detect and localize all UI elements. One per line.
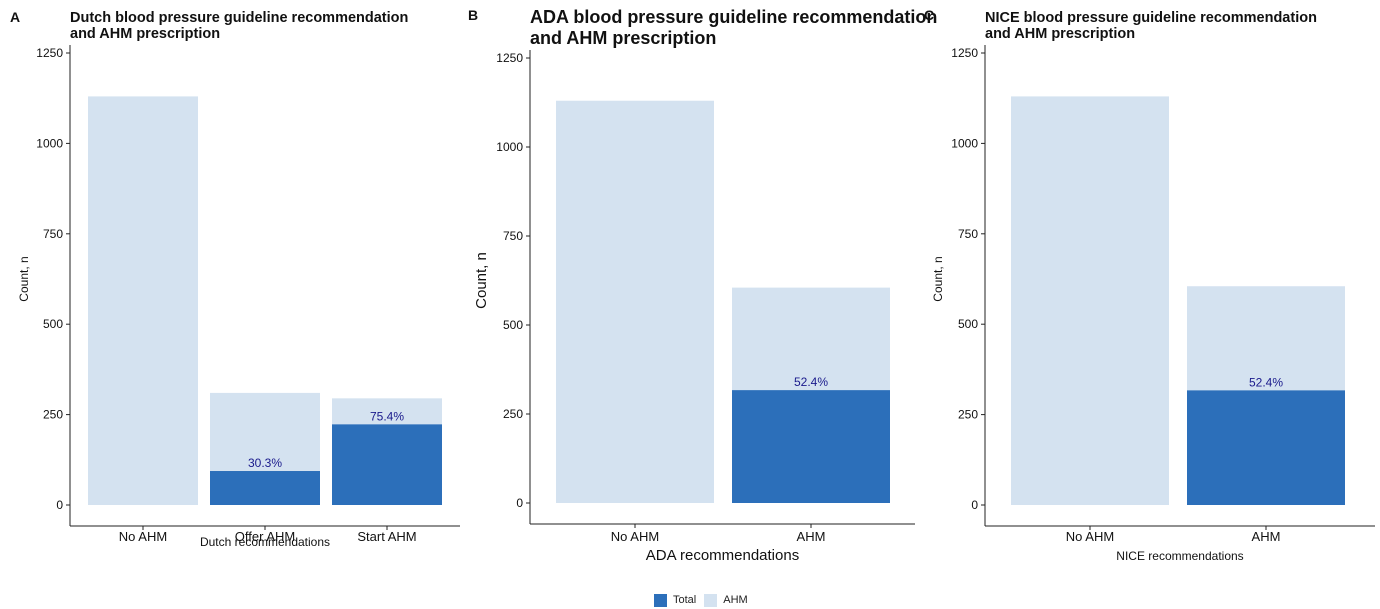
- legend: Total AHM: [654, 592, 756, 608]
- legend-swatch-ahm: [704, 593, 718, 607]
- x-tick-label: Start AHM: [357, 529, 416, 544]
- y-tick-label: 1250: [496, 51, 523, 65]
- y-axis-title: Count, n: [17, 256, 31, 301]
- legend-swatch-total: [654, 593, 667, 607]
- y-tick-label: 1250: [951, 46, 978, 60]
- chart-title-line: Dutch blood pressure guideline recommend…: [70, 10, 408, 26]
- y-tick-label: 500: [43, 317, 63, 331]
- chart-title-line: and AHM prescription: [985, 26, 1135, 42]
- y-tick-label: 750: [43, 227, 63, 241]
- chart-title: NICE blood pressure guideline recommenda…: [985, 10, 1317, 42]
- chart-title: Dutch blood pressure guideline recommend…: [70, 10, 408, 42]
- chart-title-line: ADA blood pressure guideline recommendat…: [530, 7, 937, 27]
- chart-title-line: and AHM prescription: [70, 26, 220, 42]
- x-tick-label: AHM: [797, 529, 826, 544]
- bar-data-label: 52.4%: [1249, 375, 1283, 389]
- bar-ahm: [1011, 96, 1169, 505]
- y-axis-title: Count, n: [931, 256, 945, 301]
- x-tick-label: AHM: [1252, 529, 1281, 544]
- chart-title-line: and AHM prescription: [530, 28, 716, 48]
- legend-label-total: Total: [673, 594, 697, 606]
- y-tick-label: 1000: [951, 136, 978, 150]
- y-tick-label: 250: [503, 407, 523, 421]
- bar-total: [332, 424, 442, 505]
- y-tick-label: 1000: [496, 140, 523, 154]
- chart-title: ADA blood pressure guideline recommendat…: [530, 7, 937, 48]
- y-tick-label: 1250: [36, 46, 63, 60]
- y-tick-label: 1000: [36, 136, 63, 150]
- bar-data-label: 52.4%: [794, 375, 828, 389]
- chart-panel-2: B ADA blood pressure guideline recommenda…: [468, 7, 937, 564]
- y-tick-label: 500: [958, 317, 978, 331]
- bar-total: [732, 390, 890, 503]
- panel-letter: C: [924, 7, 934, 23]
- x-tick-label: Offer AHM: [235, 529, 295, 544]
- bar-ahm: [556, 100, 714, 503]
- panel-letter: A: [10, 9, 20, 25]
- y-axis-title: Count, n: [473, 252, 490, 309]
- chart-title-line: NICE blood pressure guideline recommenda…: [985, 10, 1317, 26]
- chart-panel-1: A Dutch blood pressure guideline recommen…: [10, 9, 460, 549]
- x-tick-label: No AHM: [1066, 529, 1114, 544]
- bar-total: [210, 471, 320, 505]
- legend-item-total: Total: [654, 593, 697, 607]
- y-tick-label: 750: [503, 229, 523, 243]
- y-tick-label: 500: [503, 318, 523, 332]
- legend-label-ahm: AHM: [723, 594, 748, 606]
- chart-panel-3: C NICE blood pressure guideline recommend…: [924, 7, 1375, 563]
- bar-data-label: 75.4%: [370, 409, 404, 423]
- y-tick-label: 250: [43, 408, 63, 422]
- x-tick-label: No AHM: [119, 529, 167, 544]
- bar-ahm: [88, 96, 198, 505]
- x-tick-label: No AHM: [611, 529, 659, 544]
- x-axis-title: Dutch recommendations: [200, 535, 330, 549]
- y-tick-label: 0: [56, 498, 63, 512]
- y-tick-label: 0: [516, 496, 523, 510]
- legend-item-ahm: AHM: [704, 593, 748, 607]
- y-tick-label: 0: [971, 498, 978, 512]
- y-tick-label: 250: [958, 408, 978, 422]
- x-axis-title: NICE recommendations: [1116, 549, 1243, 563]
- y-tick-label: 750: [958, 227, 978, 241]
- bar-data-label: 30.3%: [248, 456, 282, 470]
- x-axis-title: ADA recommendations: [646, 547, 799, 564]
- panel-letter: B: [468, 7, 478, 23]
- bar-total: [1187, 390, 1345, 505]
